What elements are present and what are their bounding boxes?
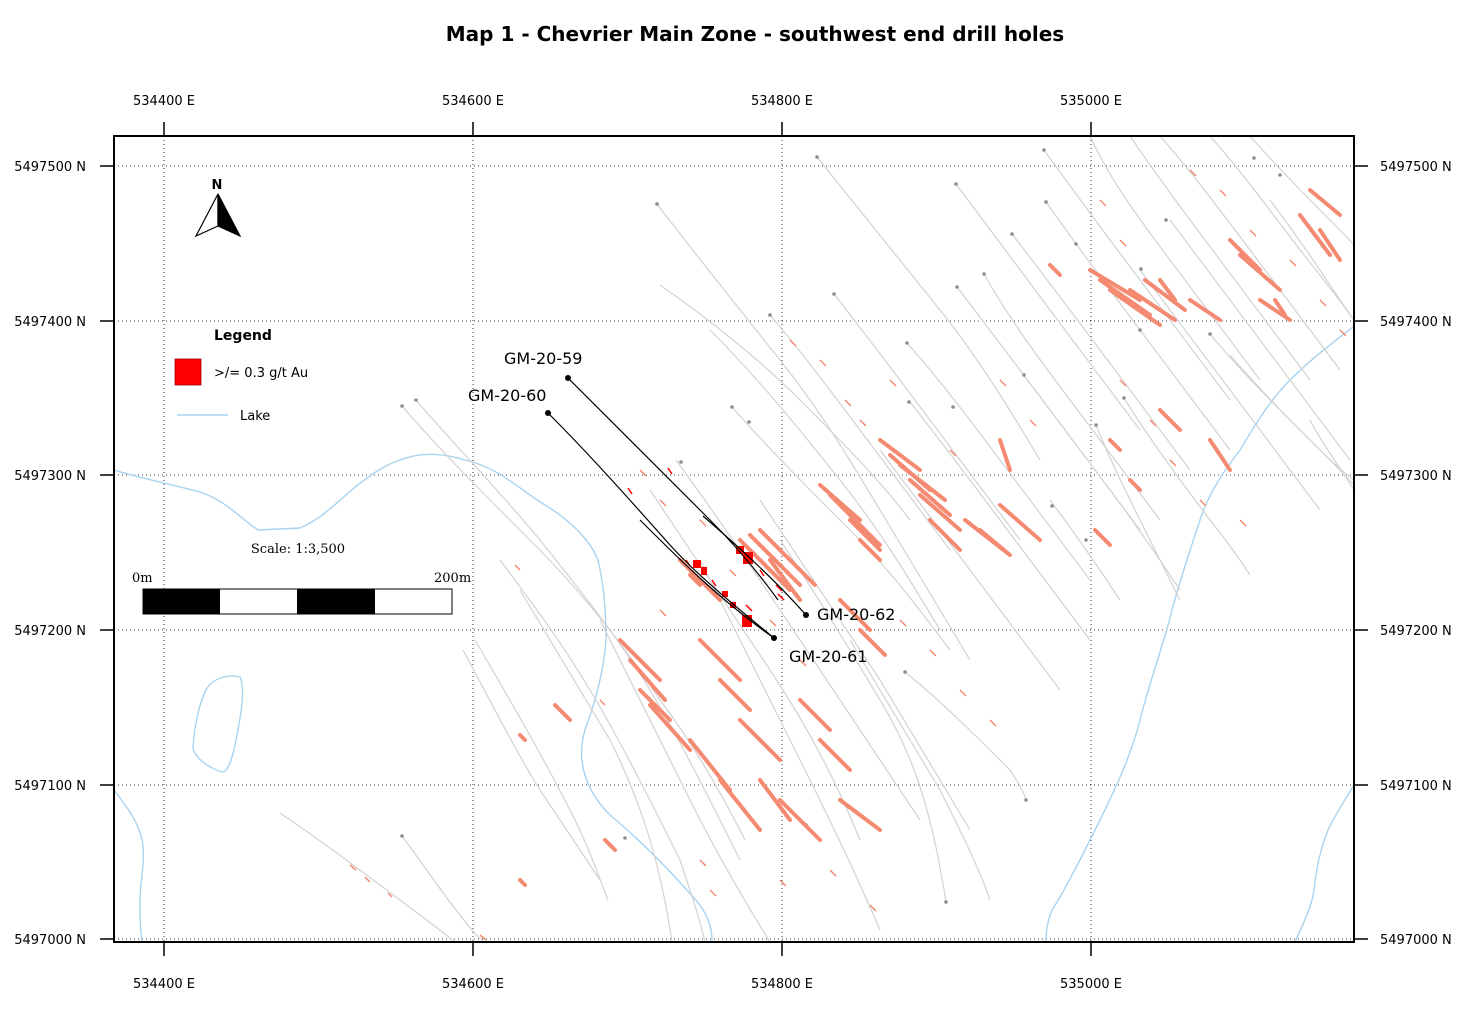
legend-swatch-au bbox=[174, 358, 202, 386]
trace-c29 bbox=[759, 499, 971, 831]
y-tick-right-6: 5497000 N bbox=[1380, 933, 1452, 948]
drill-hole-label-gm-20-59: GM-20-59 bbox=[504, 349, 582, 368]
trace-c21 bbox=[1139, 269, 1321, 511]
trace-c34 bbox=[599, 619, 771, 942]
trace-c32 bbox=[675, 459, 921, 821]
lake-shore-southwest bbox=[114, 789, 145, 942]
historic-collars bbox=[400, 148, 1282, 904]
x-tick-bottom-2: 534600 E bbox=[442, 977, 504, 992]
trace-c7 bbox=[833, 293, 1021, 541]
trace-w3 bbox=[462, 649, 601, 881]
trace-c30 bbox=[779, 539, 947, 903]
map-title: Map 1 - Chevrier Main Zone - southwest e… bbox=[446, 22, 1064, 46]
y-tick-right-4: 5497200 N bbox=[1380, 624, 1452, 639]
trace-gm-20-60 bbox=[547, 412, 775, 639]
gold-intercepts-thin bbox=[349, 169, 1347, 941]
map-frame bbox=[113, 135, 1355, 943]
trace-c33 bbox=[649, 489, 861, 841]
trace-w5 bbox=[279, 812, 456, 942]
y-tick-left-1: 5497500 N bbox=[14, 160, 86, 175]
y-tick-left-4: 5497200 N bbox=[14, 624, 86, 639]
lake-shore-southeast bbox=[1294, 784, 1354, 942]
map-area bbox=[114, 136, 1354, 942]
trace-c5 bbox=[769, 314, 951, 551]
trace-c16 bbox=[1129, 136, 1311, 381]
y-tick-left-2: 5497400 N bbox=[14, 315, 86, 330]
trace-c2 bbox=[659, 284, 911, 521]
trace-c4 bbox=[731, 406, 951, 651]
trace-c19 bbox=[1249, 136, 1354, 246]
trace-c36 bbox=[1019, 369, 1181, 591]
trace-c31 bbox=[699, 559, 881, 931]
trace-c20 bbox=[1169, 219, 1351, 461]
legend-title: Legend bbox=[214, 328, 272, 344]
scale-start-label: 0m bbox=[132, 571, 153, 586]
trace-c15 bbox=[1089, 136, 1261, 381]
north-label: N bbox=[212, 178, 223, 193]
highlight-intercepts bbox=[693, 546, 753, 627]
trace-gm-20-61 bbox=[639, 519, 775, 639]
x-tick-bottom-3: 534800 E bbox=[751, 977, 813, 992]
lake-shore-east bbox=[1045, 325, 1354, 942]
trace-c22 bbox=[1095, 424, 1181, 601]
trace-w4 bbox=[474, 639, 609, 901]
x-tick-top-3: 534800 E bbox=[751, 94, 813, 109]
trace-gm-20-59 bbox=[567, 377, 779, 601]
small-pond bbox=[192, 675, 244, 773]
new-drill-collars bbox=[545, 375, 809, 641]
trace-c9 bbox=[955, 183, 1141, 431]
trace-c28 bbox=[909, 401, 1091, 641]
trace-w8 bbox=[519, 589, 673, 942]
trace-c12 bbox=[1043, 149, 1231, 401]
trace-c8 bbox=[906, 342, 1091, 581]
lake-shore-north bbox=[114, 453, 713, 942]
x-tick-top-2: 534600 E bbox=[442, 94, 504, 109]
y-tick-left-6: 5497000 N bbox=[14, 933, 86, 948]
y-tick-left-5: 5497100 N bbox=[14, 779, 86, 794]
trace-c38 bbox=[1049, 499, 1121, 601]
trace-c17 bbox=[1159, 136, 1341, 371]
trace-c39 bbox=[1309, 419, 1354, 491]
trace-c37 bbox=[849, 639, 991, 901]
x-tick-bottom-4: 535000 E bbox=[1060, 977, 1122, 992]
trace-c35 bbox=[904, 671, 1027, 801]
drill-hole-label-gm-20-62: GM-20-62 bbox=[817, 605, 895, 624]
gold-intercepts bbox=[518, 188, 1342, 887]
x-tick-top-1: 534400 E bbox=[133, 94, 195, 109]
x-tick-bottom-1: 534400 E bbox=[133, 977, 195, 992]
trace-c27 bbox=[879, 449, 1061, 691]
y-tick-right-2: 5497400 N bbox=[1380, 315, 1452, 330]
trace-w7 bbox=[499, 559, 706, 942]
trace-w2 bbox=[415, 399, 741, 861]
legend-label-lake: Lake bbox=[240, 409, 270, 424]
trace-c3 bbox=[709, 329, 941, 631]
coordinate-grid bbox=[114, 136, 1354, 942]
lake-outlines bbox=[114, 325, 1354, 942]
historic-drill-traces bbox=[279, 136, 1354, 942]
scale-end-label: 200m bbox=[434, 571, 471, 586]
trace-c6 bbox=[816, 156, 1041, 461]
y-tick-right-5: 5497100 N bbox=[1380, 779, 1452, 794]
trace-c18 bbox=[1209, 136, 1354, 321]
drill-hole-label-gm-20-61: GM-20-61 bbox=[789, 647, 867, 666]
new-drill-traces bbox=[547, 377, 807, 639]
legend-label-au: >/= 0.3 g/t Au bbox=[214, 366, 308, 381]
scale-bar: Scale: 1:3,500 0m 200m bbox=[132, 542, 471, 615]
trace-c23 bbox=[1123, 397, 1251, 576]
trace-c11 bbox=[1011, 233, 1191, 471]
north-arrow-icon: N bbox=[194, 178, 242, 238]
x-tick-top-4: 535000 E bbox=[1060, 94, 1122, 109]
trace-c26 bbox=[1269, 199, 1354, 321]
trace-w1 bbox=[401, 405, 746, 841]
y-tick-right-3: 5497300 N bbox=[1380, 469, 1452, 484]
y-tick-right-1: 5497500 N bbox=[1380, 160, 1452, 175]
frame-ticks bbox=[100, 122, 1368, 956]
trace-gm-20-62 bbox=[702, 515, 807, 616]
legend: Legend >/= 0.3 g/t Au Lake bbox=[174, 328, 308, 424]
drill-hole-label-gm-20-60: GM-20-60 bbox=[468, 386, 546, 405]
trace-w6 bbox=[401, 835, 486, 942]
scale-text: Scale: 1:3,500 bbox=[251, 542, 345, 557]
y-tick-left-3: 5497300 N bbox=[14, 469, 86, 484]
